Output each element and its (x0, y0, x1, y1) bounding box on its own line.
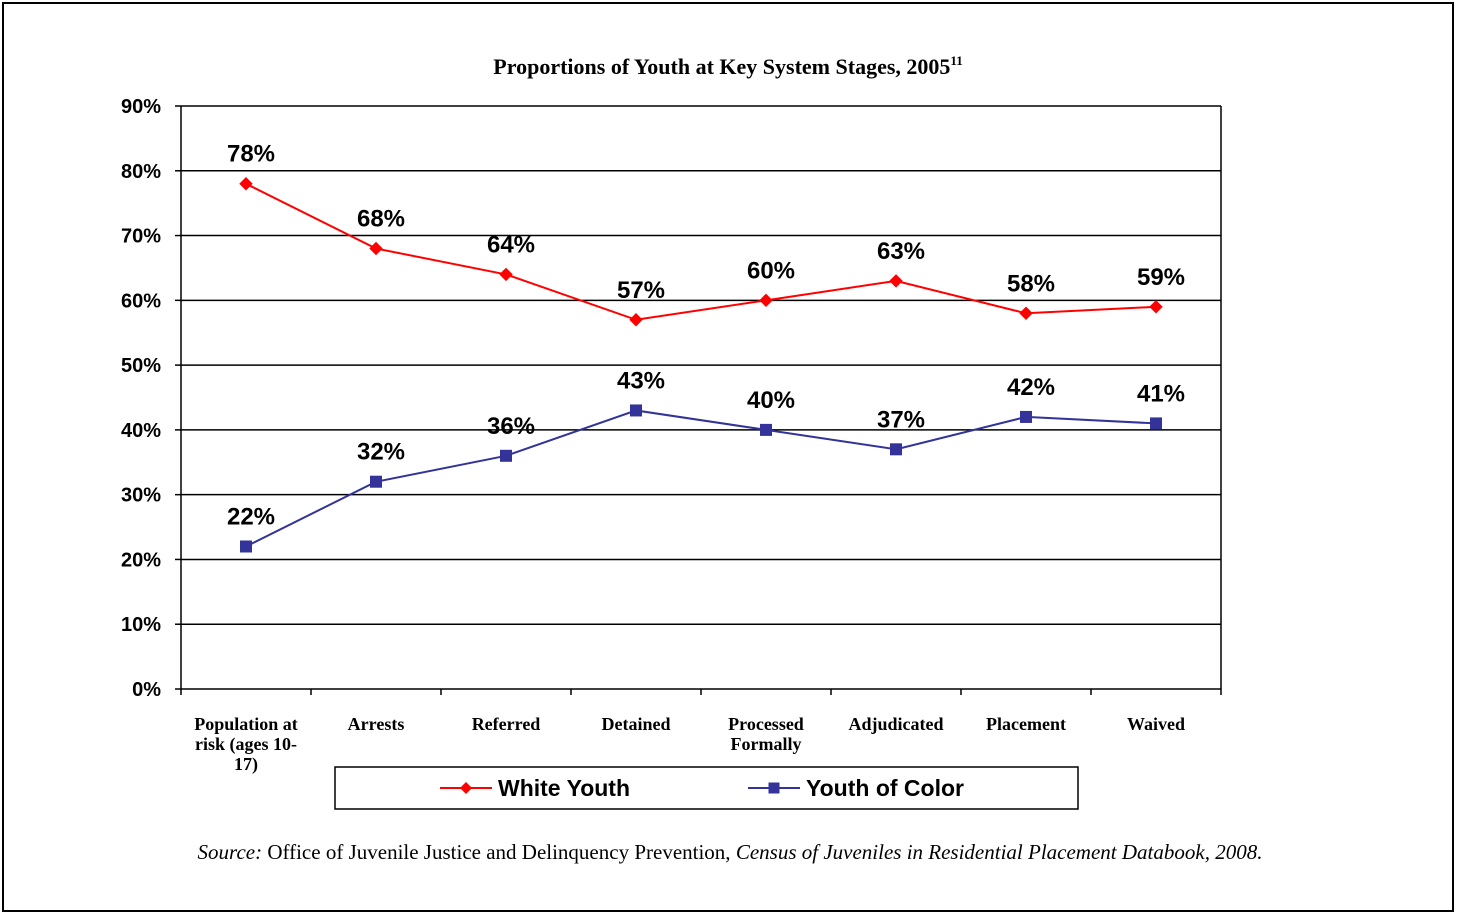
y-tick-label: 70% (121, 226, 161, 248)
data-point (240, 540, 252, 553)
x-tick-label-line: Placement (986, 714, 1066, 734)
x-tick-label: Population at risk (ages 10-17) (194, 714, 298, 775)
data-point (629, 313, 643, 327)
x-tick-label: Placement (986, 714, 1066, 734)
x-tick-label-line: Processed (728, 714, 804, 734)
data-label: 60% (747, 257, 795, 284)
y-tick-label: 40% (121, 420, 161, 442)
x-tick-label-line: Arrests (348, 714, 405, 734)
y-tick-label: 60% (121, 290, 161, 312)
x-tick-label-line: Referred (472, 714, 541, 734)
x-tick-label: Waived (1127, 714, 1185, 734)
data-point (1019, 306, 1033, 320)
data-label: 43% (617, 367, 665, 394)
data-point (1150, 417, 1162, 430)
data-label: 78% (227, 141, 275, 168)
data-point (760, 423, 772, 436)
data-point (1149, 300, 1163, 314)
y-tick-label: 90% (121, 96, 161, 118)
data-point (1020, 410, 1032, 423)
source-prefix: Source: (197, 840, 263, 864)
x-axis-tick-labels: Population at risk (ages 10-17) Arrests Ref… (194, 714, 1185, 775)
x-tick-label: Referred (472, 714, 541, 734)
data-point (890, 443, 902, 456)
data-point (630, 404, 642, 417)
series-line (245, 182, 1157, 321)
x-tick-label: Processed Formally (728, 714, 804, 754)
data-label: 22% (227, 503, 275, 530)
data-point (239, 177, 253, 191)
y-tick-label: 30% (121, 485, 161, 507)
data-point (500, 449, 512, 462)
x-tick-label-line: Formally (731, 734, 802, 754)
x-tick-label-line: Population at (194, 714, 298, 734)
x-tick-label-line: Adjudicated (848, 714, 943, 734)
y-tick-label: 0% (132, 679, 161, 701)
y-axis-tick-labels: 0% 10% 20% 30% 40% 50% 60% 70% 80% 90% (121, 96, 161, 701)
series-layer: 78% 68% 64% 57% 60% 63% 58% 59% 22% 32% 36% 43% 40% 3… (227, 141, 1185, 553)
y-tick-label: 80% (121, 161, 161, 183)
x-tick-label: Detained (602, 714, 671, 734)
gridlines (181, 105, 1221, 625)
data-label: 57% (617, 277, 665, 304)
source-note: Source: Office of Juvenile Justice and D… (0, 840, 1460, 865)
data-label: 37% (877, 406, 925, 433)
y-tick-label: 10% (121, 614, 161, 636)
x-tick-label-line: Waived (1127, 714, 1185, 734)
data-point (499, 267, 513, 282)
x-tick-label-line: 17) (234, 754, 258, 775)
x-tick-label-line: Detained (602, 714, 671, 734)
legend-label: White Youth (498, 775, 630, 801)
source-publication: Census of Juveniles in Residential Place… (735, 840, 1263, 864)
y-tick-label: 50% (121, 355, 161, 377)
data-label: 64% (487, 231, 535, 258)
data-label: 36% (487, 413, 535, 440)
legend-marker (460, 782, 472, 794)
data-point (370, 475, 382, 488)
data-label: 68% (357, 206, 405, 233)
x-tick-label: Adjudicated (848, 714, 943, 734)
data-point (889, 274, 903, 288)
data-point (369, 241, 383, 256)
data-label: 40% (747, 387, 795, 414)
chart-title-text: Proportions of Youth at Key System Stage… (493, 54, 950, 79)
data-label: 59% (1137, 264, 1185, 291)
legend-label: Youth of Color (806, 775, 964, 801)
chart-title: Proportions of Youth at Key System Stage… (493, 53, 962, 79)
axes (175, 105, 1222, 695)
series-line (245, 409, 1157, 548)
x-tick-label-line: risk (ages 10- (195, 734, 297, 755)
source-publisher: Office of Juvenile Justice and Delinquen… (262, 840, 736, 864)
y-tick-label: 20% (121, 549, 161, 571)
legend-box (334, 766, 1079, 810)
data-label: 42% (1007, 374, 1055, 401)
data-label: 41% (1137, 380, 1185, 407)
data-label: 32% (357, 439, 405, 466)
legend-marker (768, 782, 780, 794)
data-point (759, 293, 773, 308)
x-tick-label: Arrests (348, 714, 405, 734)
chart-title-superscript: 11 (950, 53, 962, 68)
data-label: 63% (877, 238, 925, 265)
legend: White Youth Youth of Color (334, 766, 1079, 810)
data-label: 58% (1007, 270, 1055, 297)
